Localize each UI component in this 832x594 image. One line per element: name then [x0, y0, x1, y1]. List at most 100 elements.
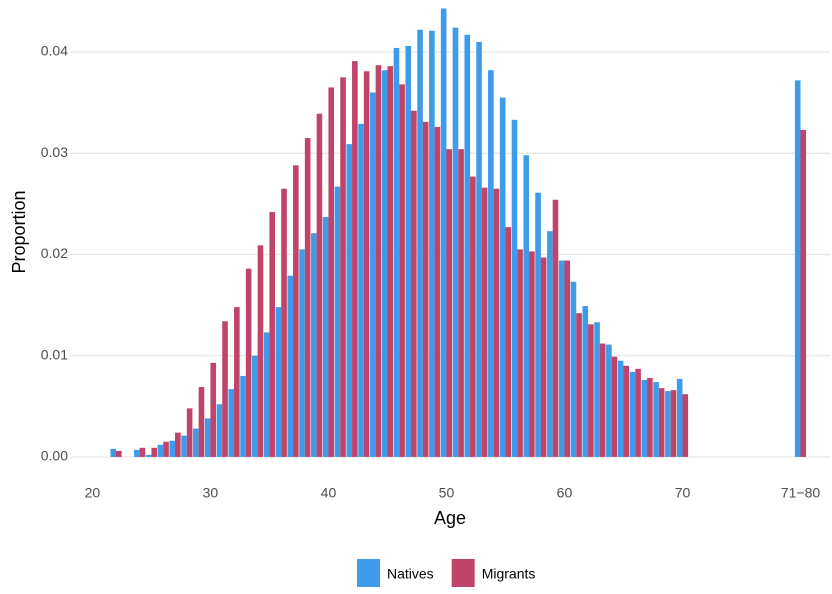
legend-label: Migrants: [482, 566, 536, 582]
bar: [139, 447, 146, 457]
bar: [222, 321, 228, 457]
bar: [665, 391, 671, 457]
bar: [157, 444, 164, 457]
bar: [287, 275, 294, 457]
bar: [269, 211, 276, 457]
bar: [381, 70, 388, 457]
bar: [322, 217, 329, 457]
bar: [452, 27, 459, 457]
bar: [163, 441, 169, 457]
bar: [299, 249, 305, 457]
bar: [210, 362, 217, 457]
bar: [464, 34, 471, 457]
x-tick-label: 70: [675, 485, 691, 501]
bar: [399, 84, 405, 457]
bar: [145, 454, 152, 457]
bar: [488, 70, 494, 457]
bar: [476, 41, 482, 457]
bar: [505, 227, 512, 457]
bar: [316, 113, 323, 457]
bar: [617, 360, 624, 457]
bar: [405, 45, 412, 457]
bar: [110, 448, 117, 457]
y-tick-label: 0.02: [41, 245, 68, 261]
x-tick-label: 20: [85, 485, 101, 501]
bar: [334, 186, 341, 457]
bar: [257, 245, 264, 457]
bar: [529, 251, 535, 457]
bar: [393, 47, 400, 457]
bar: [429, 30, 435, 457]
bar: [252, 355, 258, 457]
bar: [440, 8, 447, 457]
bar: [328, 87, 335, 457]
x-tick-label: 50: [439, 485, 455, 501]
bar: [517, 249, 523, 457]
bar: [576, 313, 582, 457]
y-axis-title: Proportion: [9, 190, 29, 273]
x-tick-label: 30: [203, 485, 219, 501]
bar: [470, 176, 476, 457]
bar: [552, 199, 559, 457]
bar: [411, 110, 417, 457]
bar: [228, 389, 235, 457]
bar: [481, 187, 488, 457]
bar: [417, 29, 423, 457]
bar: [676, 378, 683, 457]
x-axis-title: Age: [434, 508, 466, 528]
bar: [670, 390, 677, 457]
bar: [794, 80, 801, 457]
bar: [169, 440, 176, 457]
bar: [352, 61, 358, 457]
bar: [658, 388, 665, 457]
bar: [198, 387, 205, 457]
bar: [653, 382, 659, 457]
bar: [181, 435, 187, 457]
bar: [629, 371, 636, 457]
bar: [245, 268, 252, 457]
bar: [641, 379, 648, 457]
bar: [570, 281, 577, 457]
bar: [293, 165, 299, 457]
x-tick-label: 71−80: [781, 485, 821, 501]
bar: [387, 66, 394, 457]
bar: [340, 77, 346, 457]
bar: [611, 356, 618, 457]
x-tick-label: 60: [557, 485, 573, 501]
bar: [647, 377, 653, 457]
bar: [363, 71, 370, 457]
bar: [311, 233, 317, 457]
legend-label: Natives: [387, 566, 434, 582]
bar: [588, 324, 594, 457]
bar: [800, 129, 807, 457]
bar: [623, 365, 630, 457]
bar: [458, 149, 464, 457]
bar: [582, 306, 589, 457]
bar: [281, 188, 287, 457]
bar: [193, 428, 199, 457]
bar: [116, 450, 122, 457]
bar: [535, 192, 541, 457]
bar: [186, 408, 193, 457]
bar: [375, 65, 382, 457]
bar: [304, 138, 311, 457]
bar: [558, 260, 565, 457]
y-tick-label: 0.03: [41, 144, 68, 160]
bar: [434, 126, 441, 457]
y-tick-label: 0.04: [41, 43, 68, 59]
legend-swatch: [451, 559, 475, 587]
bar: [358, 123, 364, 457]
legend-swatch: [357, 559, 380, 587]
bar: [682, 394, 689, 457]
bar: [216, 404, 223, 457]
bar: [523, 155, 530, 457]
bar: [151, 447, 158, 457]
bar: [422, 121, 429, 457]
bar: [606, 344, 612, 457]
bar: [499, 97, 506, 457]
bar: [134, 449, 140, 457]
bar: [234, 307, 240, 457]
bar: [446, 149, 453, 457]
bar: [511, 119, 518, 457]
